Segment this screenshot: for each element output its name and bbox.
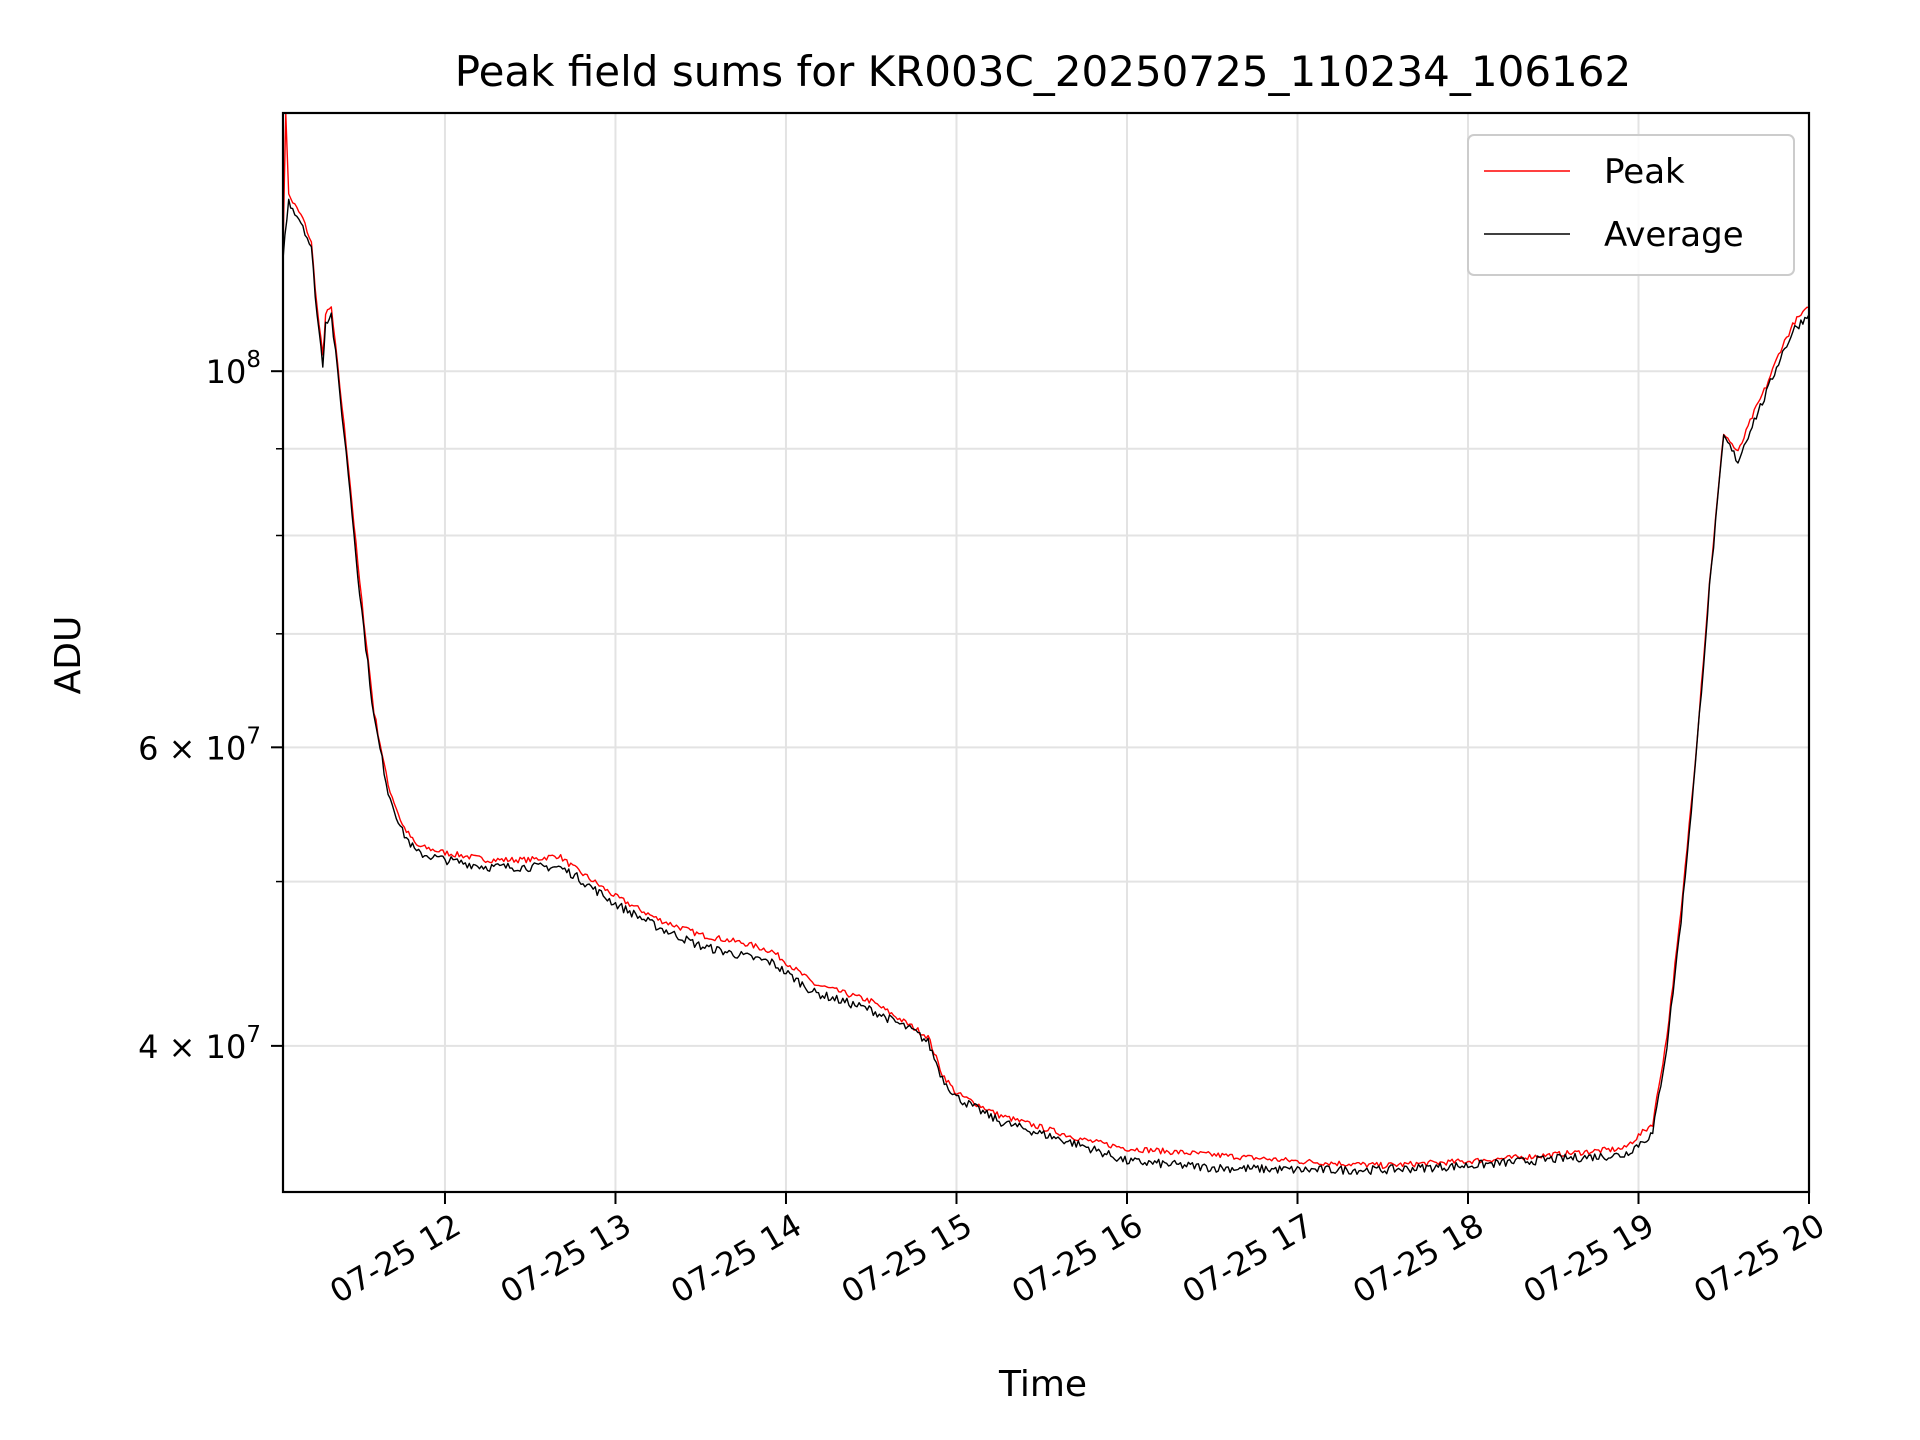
series-line-peak — [283, 113, 1809, 1169]
x-axis-label: Time — [998, 1364, 1087, 1405]
y-tick-label-exponent: 7 — [246, 723, 261, 749]
legend-label-peak: Peak — [1604, 152, 1685, 192]
legend-box — [1467, 134, 1795, 276]
legend-label-average: Average — [1604, 215, 1744, 255]
plot-frame — [281, 111, 1811, 1194]
y-tick-label: 108 — [206, 347, 261, 391]
y-tick-label-base: 6 × 10 — [138, 729, 246, 767]
series-line-average — [283, 198, 1809, 1175]
grid — [283, 113, 1810, 1192]
y-tick-label: 4 × 107 — [138, 1022, 261, 1066]
y-tick-label-base: 4 × 10 — [138, 1028, 246, 1066]
y-tick-label-exponent: 7 — [246, 1022, 261, 1048]
y-tick-label: 6 × 107 — [138, 723, 261, 767]
chart-title: Peak field sums for KR003C_20250725_1102… — [455, 47, 1631, 96]
plot-lines — [283, 113, 1809, 1175]
y-tick-label-exponent: 8 — [246, 347, 261, 373]
plot-area — [283, 113, 1809, 1192]
y-tick-label-base: 10 — [206, 353, 247, 391]
y-axis-label: ADU — [48, 616, 89, 695]
legend: Peak Average — [1467, 134, 1795, 276]
